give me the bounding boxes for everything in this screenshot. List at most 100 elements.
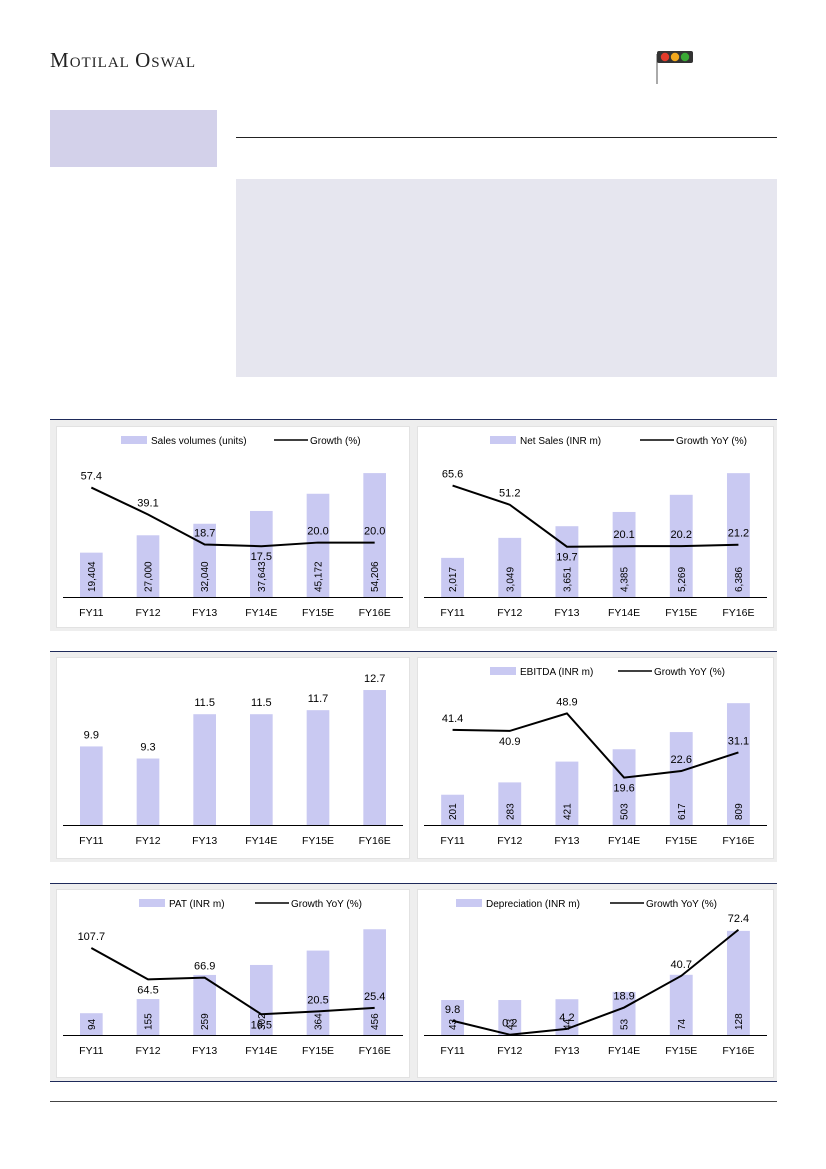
chart-depreciation: Depreciation (INR m) Growth YoY (%) 43 43 44…: [417, 889, 774, 1078]
growth-label-fy12: 51.2: [499, 488, 520, 500]
growth-label-fy15e: 20.0: [307, 526, 328, 538]
bar-label-fy12: 3,049: [505, 567, 516, 592]
chart-ebitda: EBITDA (INR m) Growth YoY (%) 201 283 421 503…: [417, 657, 774, 859]
bar-fy13: [555, 761, 579, 825]
legend-line-label: Growth YoY (%): [676, 436, 747, 447]
growth-label-fy13: 66.9: [194, 961, 215, 973]
chart-pat: PAT (INR m) Growth YoY (%) 94 155 259 302 364 4…: [56, 889, 410, 1078]
growth-label-fy16e: 20.0: [364, 526, 385, 538]
bar-fy15e: [306, 493, 330, 597]
row3-rule: [50, 883, 777, 884]
growth-label-fy14e: 20.1: [613, 529, 634, 541]
bar-label-fy15e: 45,172: [314, 561, 325, 592]
bar-label-fy13: 11.5: [194, 697, 215, 709]
row1-rule: [50, 419, 777, 420]
bar-label-fy13: 44: [562, 1018, 573, 1030]
chart-svg-net-sales: Net Sales (INR m) Growth YoY (%) 2,017 3,04…: [424, 436, 767, 619]
brand-initial-o: O: [135, 48, 152, 72]
x-tick-fy15e: FY15E: [302, 835, 334, 847]
bar-fy13: [193, 974, 216, 1035]
bar-fy11: [441, 1000, 465, 1035]
chart-svg-pat: PAT (INR m) Growth YoY (%) 94 155 259 302 364 4…: [63, 899, 403, 1057]
x-tick-fy14e: FY14E: [608, 607, 640, 619]
bar-fy16e: [363, 690, 386, 825]
x-tick-fy12: FY12: [135, 607, 160, 619]
x-tick-fy12: FY12: [497, 835, 522, 847]
x-tick-fy16e: FY16E: [359, 835, 391, 847]
traffic-signal-icon: [656, 51, 693, 84]
bar-fy14e: [612, 511, 636, 597]
growth-label-fy11: 9.8: [445, 1004, 460, 1016]
bar-label-fy15e: 617: [677, 803, 688, 820]
legend-line-label: Growth (%): [310, 436, 361, 447]
legend-bar-label: Net Sales (INR m): [520, 436, 601, 447]
bar-label-fy14e: 11.5: [251, 697, 272, 709]
bar-fy12: [136, 758, 160, 825]
growth-label-fy11: 65.6: [442, 469, 463, 481]
bar-fy12: [136, 535, 160, 597]
bar-fy14e: [612, 991, 636, 1035]
x-tick-fy11: FY11: [440, 1045, 464, 1057]
growth-label-fy11: 41.4: [442, 713, 463, 725]
bar-label-fy16e: 128: [734, 1013, 745, 1030]
legend-bar-label: EBITDA (INR m): [520, 667, 593, 678]
heading-rule: [236, 137, 777, 138]
x-tick-fy11: FY11: [79, 607, 103, 619]
legend-line-label: Growth YoY (%): [646, 899, 717, 910]
bar-label-fy11: 19,404: [87, 561, 98, 592]
growth-label-fy16e: 21.2: [728, 528, 749, 540]
x-tick-fy11: FY11: [440, 607, 464, 619]
bar-label-fy12: 43: [505, 1018, 516, 1030]
bar-fy12: [498, 782, 522, 825]
bar-label-fy16e: 6,386: [734, 567, 745, 592]
legend-line-label: Growth YoY (%): [291, 899, 362, 910]
growth-label-fy16e: 31.1: [728, 735, 749, 747]
x-tick-fy16e: FY16E: [722, 1045, 754, 1057]
legend-bar-swatch: [139, 899, 165, 907]
bar-label-fy14e: 53: [620, 1018, 631, 1030]
growth-line: [452, 484, 739, 548]
growth-label-fy13: 18.7: [194, 527, 215, 539]
legend-bar-swatch: [456, 899, 482, 907]
bar-label-fy14e: 503: [620, 803, 631, 820]
x-tick-fy16e: FY16E: [359, 1045, 391, 1057]
bar-fy12: [498, 537, 522, 597]
growth-line: [90, 947, 375, 1016]
x-tick-fy13: FY13: [192, 1045, 217, 1057]
bar-fy13: [193, 714, 216, 825]
bar-label-fy13: 421: [562, 803, 573, 820]
chart-ebitda-margin: 9.9 9.3 11.5 11.5 11.7 12.7 FY11 FY12 FY13 FY14E F…: [56, 657, 410, 859]
growth-label-fy12: 0.2: [502, 1018, 517, 1030]
section-tag-box: [50, 110, 217, 167]
growth-label-fy12: 39.1: [137, 497, 158, 509]
bar-label-fy14e: 4,385: [620, 567, 631, 592]
x-tick-fy16e: FY16E: [359, 607, 391, 619]
growth-label-fy11: 57.4: [81, 471, 102, 483]
row3-bottom-rule: [50, 1081, 777, 1082]
growth-label-fy13: 48.9: [556, 696, 577, 708]
growth-label-fy15e: 22.6: [671, 754, 692, 766]
bar-label-fy16e: 456: [370, 1013, 381, 1030]
brand-initial-m: M: [50, 48, 70, 72]
chart-net-sales: Net Sales (INR m) Growth YoY (%) 2,017 3,04…: [417, 426, 774, 628]
bar-fy11: [80, 746, 103, 825]
signal-green-light: [680, 52, 690, 62]
signal-amber-light: [670, 52, 680, 62]
bar-label-fy13: 32,040: [200, 561, 211, 592]
bar-fy11: [80, 552, 103, 597]
x-tick-fy13: FY13: [192, 607, 217, 619]
brand-word-1: otilal: [69, 55, 130, 71]
growth-label-fy14e: 19.6: [613, 783, 634, 795]
bar-label-fy14e: 37,643: [257, 561, 268, 592]
bar-fy15e: [669, 974, 693, 1035]
legend-bar-label: Sales volumes (units): [151, 436, 247, 447]
chart-sales-volumes: Sales volumes (units) Growth (%) 19,404 27,…: [56, 426, 410, 628]
growth-line: [452, 712, 739, 779]
bar-fy11: [441, 794, 465, 825]
bar-label-fy16e: 54,206: [370, 561, 381, 592]
bar-label-fy16e: 12.7: [364, 673, 385, 685]
x-tick-fy12: FY12: [497, 1045, 522, 1057]
growth-label-fy15e: 20.5: [307, 994, 328, 1006]
growth-label-fy14e: 16.5: [251, 1019, 272, 1031]
x-tick-fy14e: FY14E: [608, 1045, 640, 1057]
